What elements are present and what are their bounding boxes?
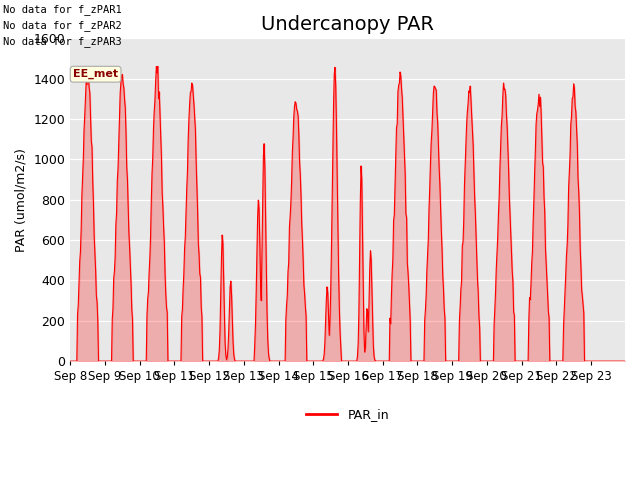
Legend: PAR_in: PAR_in [301,403,394,426]
Text: No data for f_zPAR3: No data for f_zPAR3 [3,36,122,47]
Text: EE_met: EE_met [73,69,118,79]
Title: Undercanopy PAR: Undercanopy PAR [261,15,434,34]
Text: No data for f_zPAR1: No data for f_zPAR1 [3,4,122,15]
Y-axis label: PAR (umol/m2/s): PAR (umol/m2/s) [15,148,28,252]
Text: No data for f_zPAR2: No data for f_zPAR2 [3,20,122,31]
